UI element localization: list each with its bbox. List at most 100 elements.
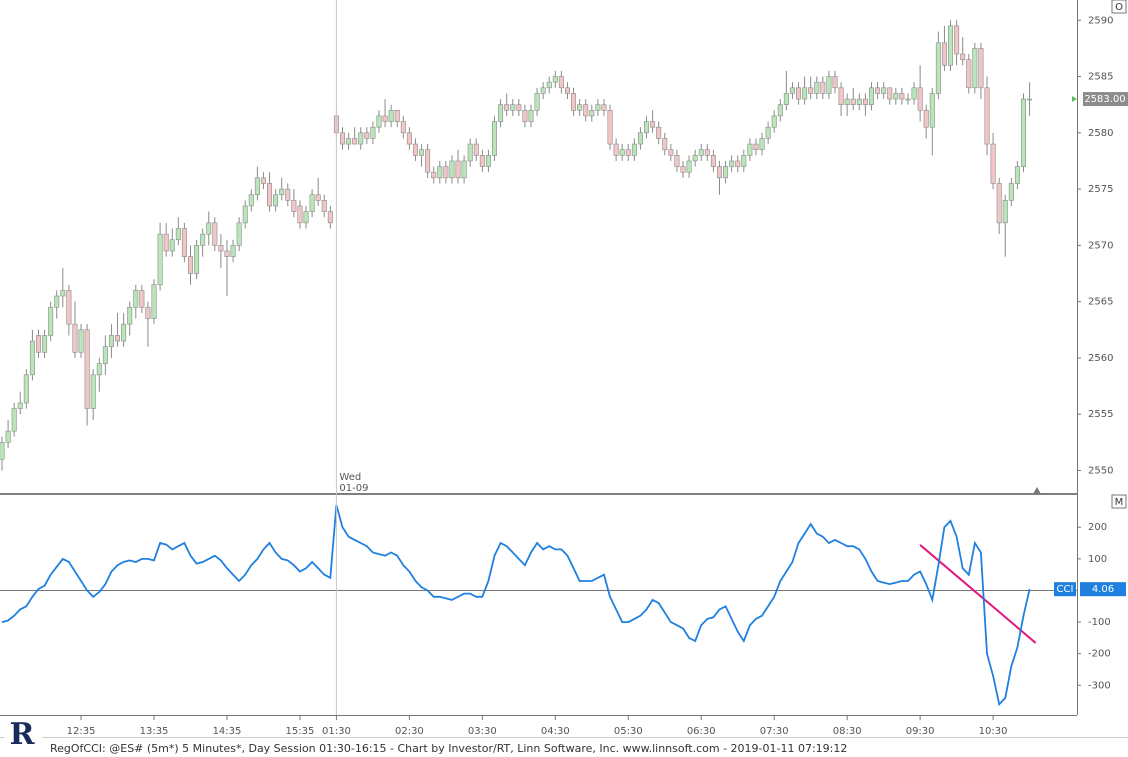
candle-body <box>309 194 315 212</box>
candle-body <box>558 76 564 89</box>
candle-body <box>546 81 552 89</box>
candle-body <box>108 335 114 347</box>
candle-body <box>90 374 96 409</box>
candle-body <box>315 194 321 201</box>
candle-body <box>358 132 364 145</box>
candle-body <box>364 132 370 139</box>
candle-body <box>735 160 741 167</box>
x-tick-label: 04:30 <box>541 726 570 737</box>
candle-body <box>17 402 23 409</box>
candle-body <box>935 42 941 94</box>
price-arrow <box>1072 96 1077 103</box>
candle-body <box>1027 98 1033 101</box>
candle-body <box>29 340 35 376</box>
candle-body <box>644 121 650 134</box>
x-tick-label: 07:30 <box>760 726 789 737</box>
candle-body <box>485 155 491 167</box>
x-tick-label: 08:30 <box>833 726 862 737</box>
candle-body <box>273 194 279 207</box>
candle-body <box>84 329 90 409</box>
y-tick-label: 2580 <box>1088 128 1113 139</box>
candle-body <box>260 177 266 184</box>
candle-body <box>875 87 881 94</box>
candle-body <box>704 149 710 156</box>
candle-body <box>5 430 11 443</box>
candle-body <box>820 81 826 94</box>
candle-body <box>747 143 753 156</box>
candle-body <box>102 346 108 364</box>
x-tick-label: 06:30 <box>687 726 716 737</box>
candle-body <box>741 155 747 167</box>
candle-body <box>716 166 722 179</box>
candle-body <box>826 76 832 94</box>
candle-body <box>504 104 510 111</box>
candle-body <box>929 93 935 128</box>
candle-body <box>577 104 583 111</box>
y-tick-label: 2575 <box>1088 184 1113 195</box>
candle-body <box>206 222 212 235</box>
candle-body <box>710 155 716 167</box>
candle-body <box>1020 98 1026 167</box>
annotation: 01-09 <box>339 483 368 494</box>
button-label[interactable]: M <box>1115 497 1124 508</box>
candle-body <box>923 110 929 128</box>
candle-body <box>492 121 498 156</box>
candle-body <box>723 166 729 179</box>
y-tick-label: -200 <box>1088 649 1111 660</box>
candle-body <box>832 76 838 89</box>
candle-body <box>868 87 874 105</box>
candle-body <box>619 149 625 156</box>
candle-body <box>473 143 479 156</box>
candle-body <box>303 211 309 224</box>
series-name-box <box>1054 582 1076 597</box>
candle-body <box>327 211 333 224</box>
button[interactable] <box>1111 0 1127 14</box>
candle-body <box>461 160 467 179</box>
candle-body <box>637 132 643 145</box>
candle-body <box>680 166 686 173</box>
candle-body <box>802 87 808 100</box>
candle-body <box>346 138 352 145</box>
value-label: 4.06 <box>1092 584 1114 595</box>
candle-body <box>194 245 200 274</box>
candle-body <box>224 250 230 257</box>
logo: R <box>10 717 36 752</box>
x-tick-label: 13:35 <box>140 726 169 737</box>
candle-body <box>467 143 473 162</box>
scroll-marker <box>1033 487 1041 494</box>
y-tick-label: -100 <box>1088 617 1111 628</box>
candle-body <box>1008 183 1014 201</box>
candle-body <box>11 408 17 432</box>
candle-body <box>674 155 680 167</box>
button-label[interactable]: O <box>1115 2 1123 13</box>
candle-body <box>72 323 78 353</box>
candle-body <box>66 290 72 325</box>
y-tick-label: -300 <box>1088 680 1111 691</box>
candle-body <box>163 233 169 252</box>
candle-body <box>133 290 139 308</box>
candle-body <box>297 205 303 224</box>
candle-body <box>583 104 589 117</box>
button[interactable] <box>1111 494 1127 509</box>
candle-body <box>412 143 418 156</box>
candle-body <box>449 160 455 179</box>
candle-body <box>686 160 692 173</box>
candle-body <box>984 87 990 145</box>
x-tick-label: 14:35 <box>213 726 242 737</box>
price-label-box <box>1083 92 1128 107</box>
annotation: Wed <box>339 472 361 483</box>
candle-body <box>941 42 947 66</box>
candle-body <box>145 306 151 319</box>
candle-body <box>230 245 236 257</box>
x-tick-label: 02:30 <box>395 726 424 737</box>
candle-body <box>917 87 923 111</box>
x-tick-label: 10:30 <box>979 726 1008 737</box>
candle-body <box>601 104 607 111</box>
y-tick-label: 200 <box>1088 522 1107 533</box>
candle-body <box>516 104 522 111</box>
candle-body <box>187 256 193 274</box>
candle-body <box>406 132 412 145</box>
candle-body <box>60 290 66 297</box>
candle-body <box>996 183 1002 224</box>
candle-body <box>285 188 291 201</box>
